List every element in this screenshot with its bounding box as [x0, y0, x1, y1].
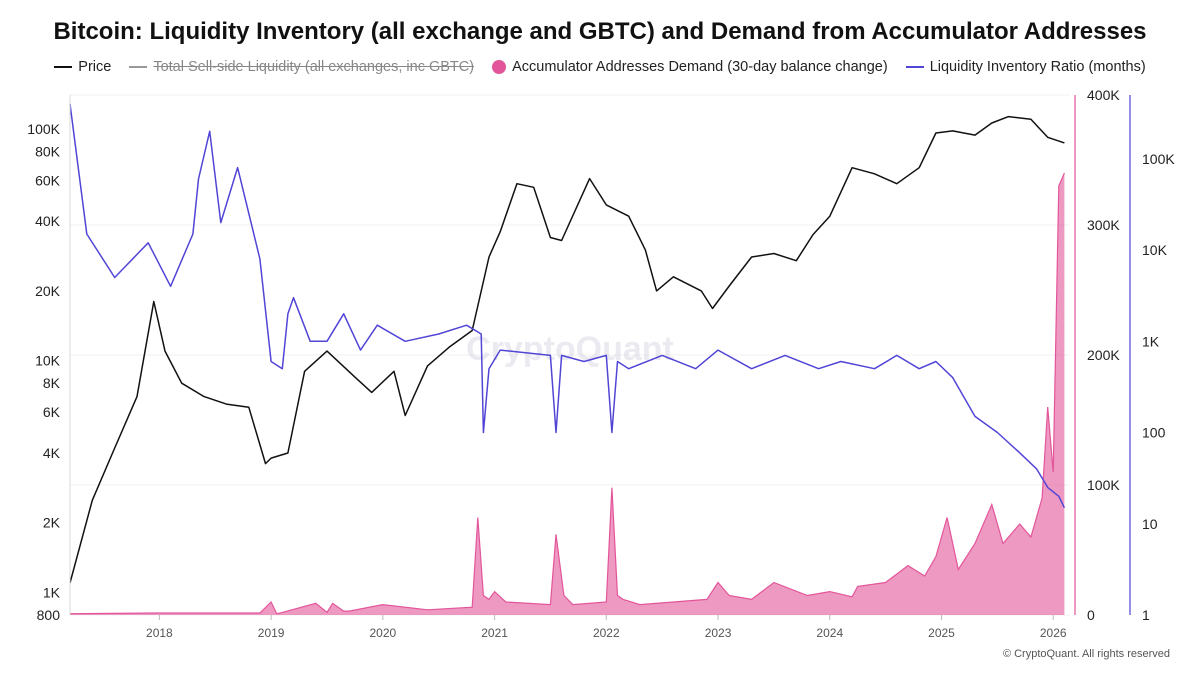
copyright-footer: © CryptoQuant. All rights reserved: [1002, 648, 1170, 660]
ratio-axis-label: 100K: [1142, 151, 1175, 167]
legend-label-sell-side-liquidity: Total Sell-side Liquidity (all exchanges…: [153, 59, 475, 75]
price-axis-label: 60K: [35, 172, 61, 188]
ratio-axis-label: 100: [1142, 425, 1166, 441]
price-axis-label: 800: [37, 607, 61, 623]
chart-title: Bitcoin: Liquidity Inventory (all exchan…: [53, 18, 1147, 45]
legend-label-price: Price: [78, 59, 112, 75]
x-tick-label: 2021: [481, 626, 508, 640]
legend-item-liquidity-ratio[interactable]: Liquidity Inventory Ratio (months): [905, 59, 1146, 75]
liquidity-ratio-line: [69, 103, 1066, 509]
ratio-axis-label: 10K: [1142, 242, 1168, 258]
price-axis-label: 40K: [35, 213, 61, 229]
legend-swatch-price: [54, 66, 73, 68]
legend-item-sell-side-liquidity[interactable]: Total Sell-side Liquidity (all exchanges…: [129, 59, 474, 75]
x-tick-label: 2023: [705, 626, 732, 640]
x-tick-label: 2019: [258, 626, 285, 640]
watermark: CryptoQuant: [466, 330, 674, 368]
price-axis-label: 20K: [35, 283, 61, 299]
price-axis-label: 2K: [43, 515, 61, 531]
price-axis-label: 1K: [43, 585, 61, 601]
legend-label-liquidity-ratio: Liquidity Inventory Ratio (months): [929, 59, 1146, 75]
axes-layer: 2018 2019 2020 2021 2022 2023 2024 2025 2026 100K…: [27, 87, 1175, 640]
legend-item-accumulator-demand[interactable]: Accumulator Addresses Demand (30-day bal…: [492, 59, 888, 75]
x-tick-label: 2024: [816, 626, 843, 640]
legend-swatch-liquidity-ratio: [905, 66, 924, 68]
demand-line: [69, 172, 1065, 615]
demand-area: [70, 173, 1065, 615]
price-axis-label: 6K: [43, 404, 61, 420]
x-tick-label: 2026: [1040, 626, 1067, 640]
x-tick-label: 2018: [146, 626, 173, 640]
demand-axis-label: 100K: [1087, 477, 1120, 493]
price-line: [69, 115, 1065, 584]
legend-label-accumulator-demand: Accumulator Addresses Demand (30-day bal…: [512, 59, 888, 75]
demand-axis-label: 0: [1087, 607, 1095, 623]
demand-area-layer: [69, 172, 1065, 615]
price-axis-label: 4K: [43, 445, 61, 461]
x-tick-label: 2020: [369, 626, 396, 640]
price-axis-label: 100K: [27, 121, 60, 137]
price-axis-label: 80K: [35, 143, 61, 159]
demand-axis-label: 200K: [1087, 347, 1120, 363]
chart-legend: Price Total Sell-side Liquidity (all exc…: [0, 59, 1200, 75]
price-axis-label: 10K: [35, 353, 61, 369]
legend-swatch-sell-side-liquidity: [129, 66, 148, 68]
x-tick-label: 2025: [928, 626, 955, 640]
legend-swatch-accumulator-demand: [492, 60, 507, 74]
price-axis-label: 8K: [43, 375, 61, 391]
legend-item-price[interactable]: Price: [54, 59, 111, 75]
x-tick-label: 2022: [593, 626, 620, 640]
ratio-axis-label: 1: [1142, 607, 1150, 623]
demand-axis-label: 400K: [1087, 87, 1120, 103]
series-lines-layer: [69, 103, 1066, 584]
demand-axis-label: 300K: [1087, 217, 1120, 233]
ratio-axis-label: 1K: [1142, 333, 1160, 349]
ratio-axis-label: 10: [1142, 516, 1158, 532]
